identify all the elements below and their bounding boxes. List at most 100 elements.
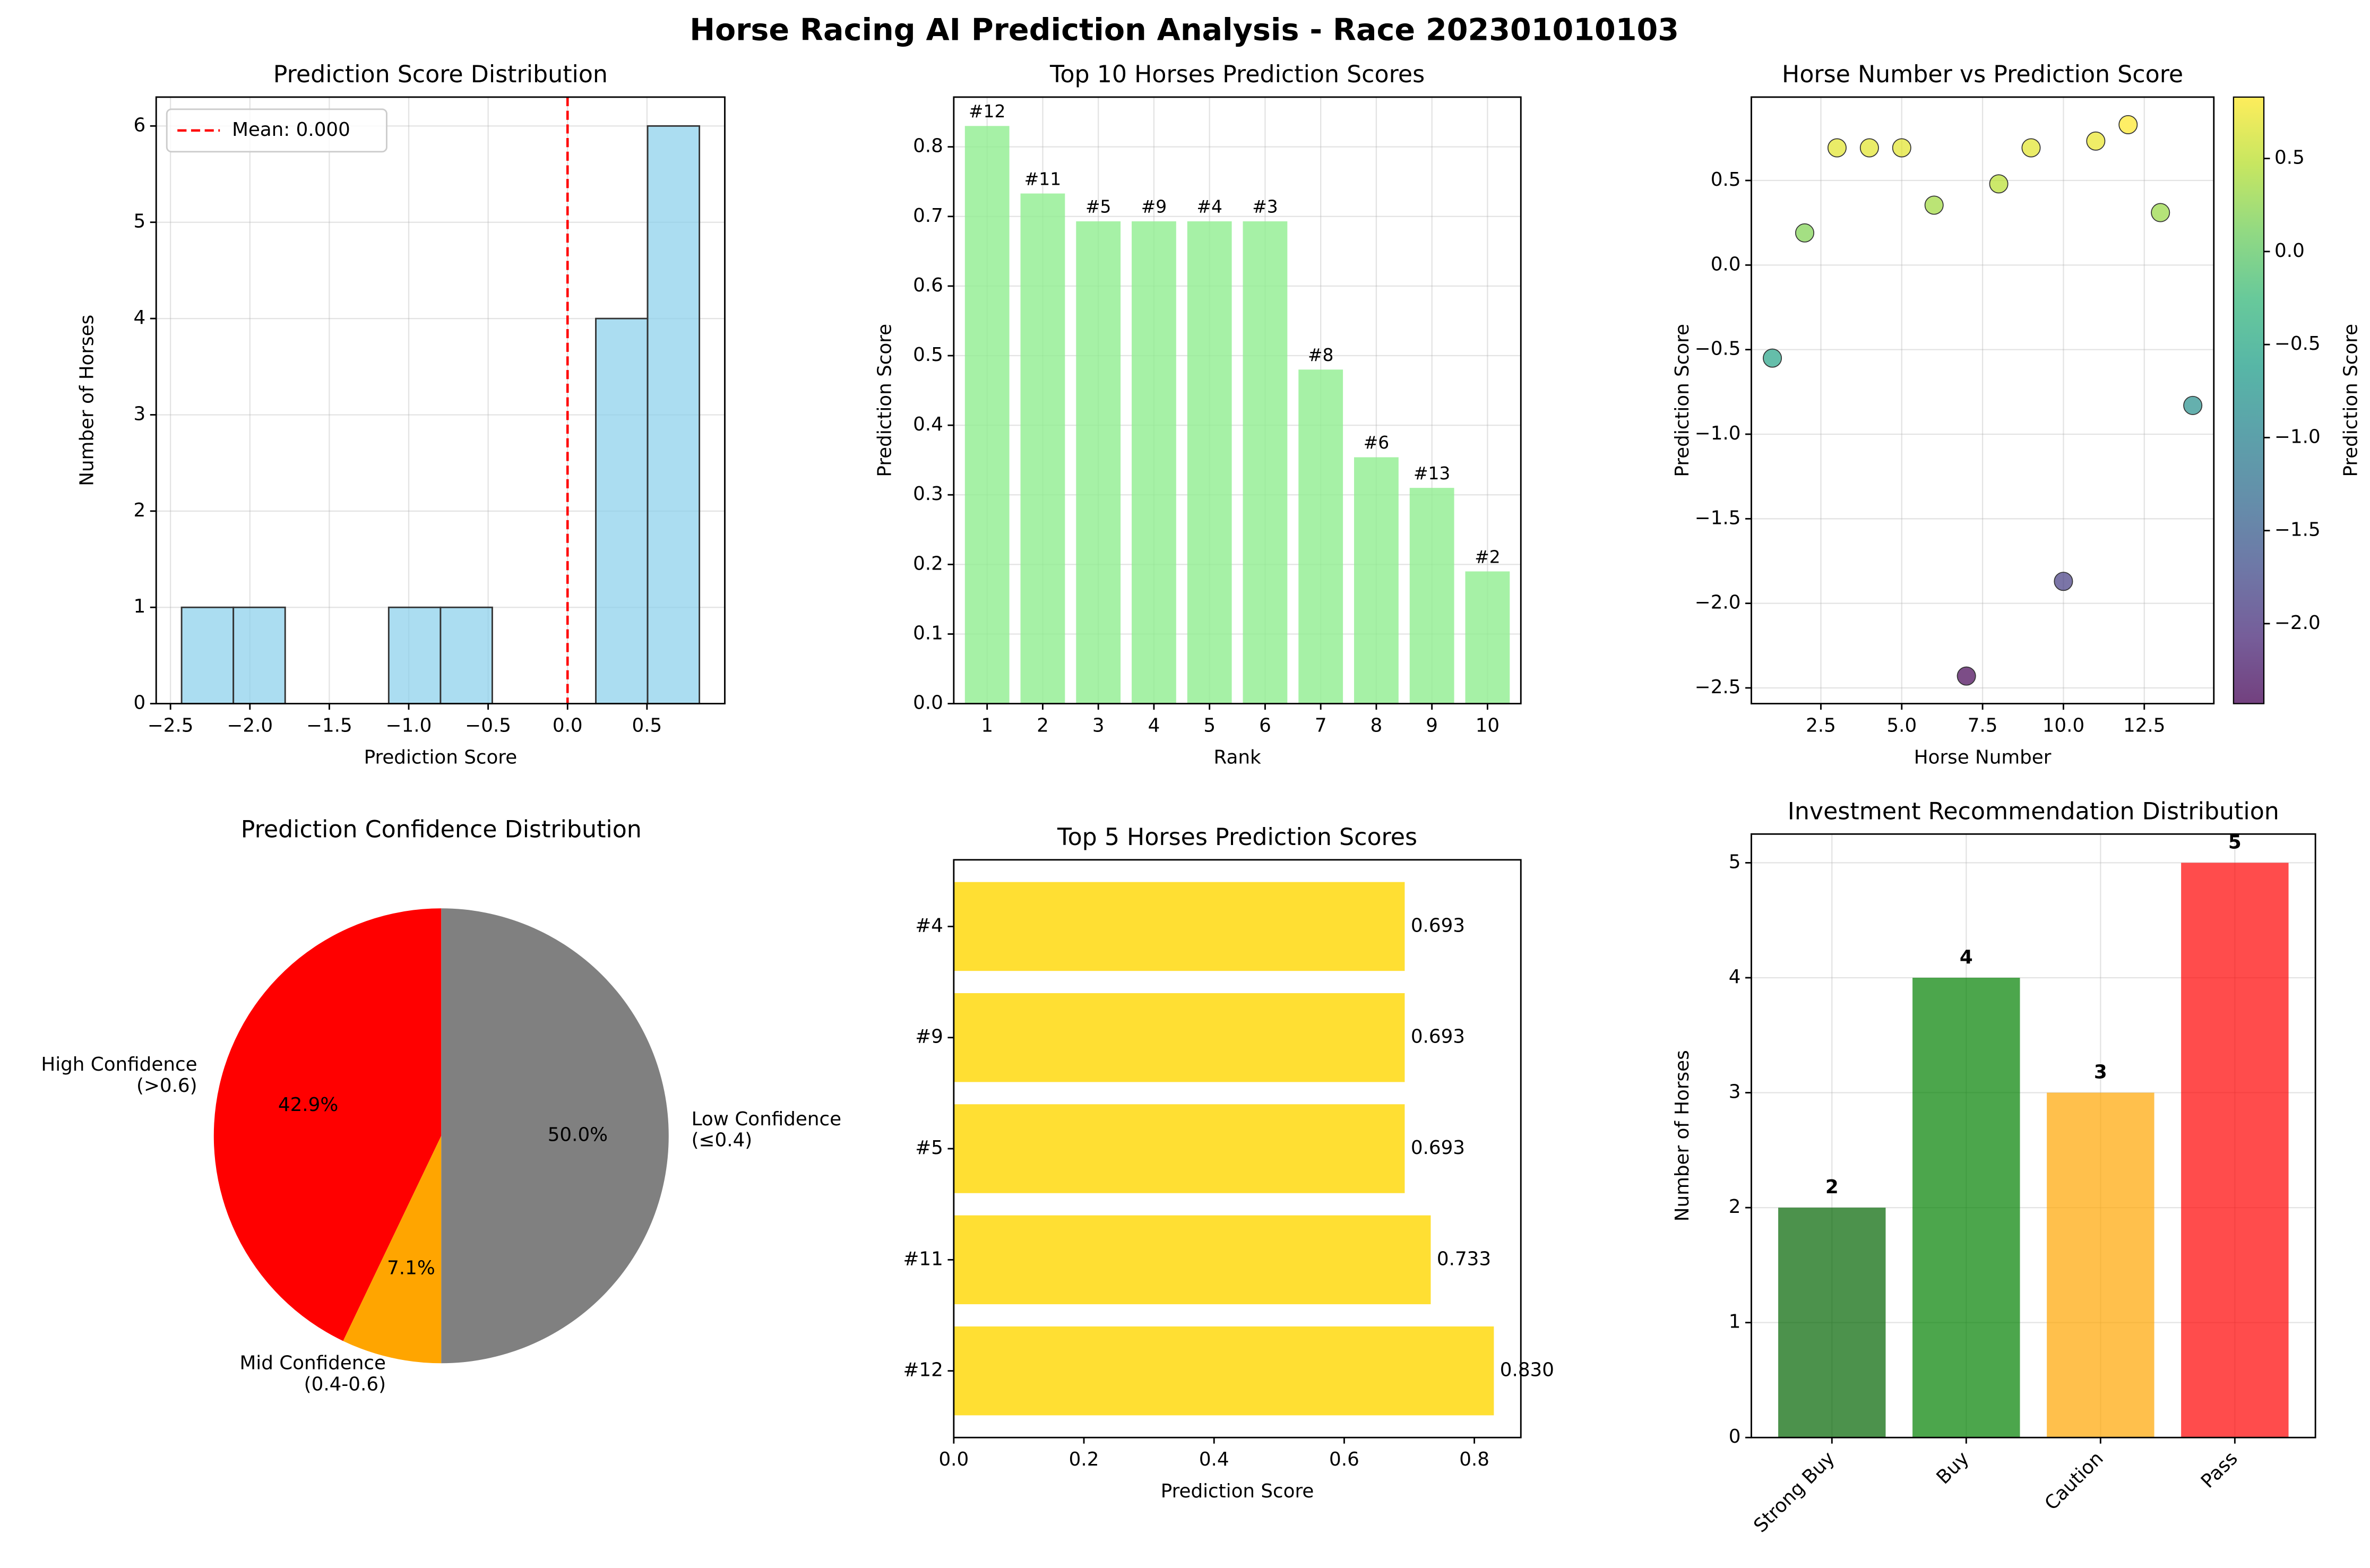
y-tick-label: 0.7 [913, 205, 943, 227]
y-tick-label: 2 [1729, 1196, 1741, 1218]
bar-value-label: 5 [2228, 831, 2242, 853]
scatter-point [1957, 666, 1976, 686]
x-tick-label: 10 [1476, 714, 1499, 736]
bar [1243, 221, 1288, 704]
axes-frame [953, 859, 1522, 1438]
bar-label: #13 [1414, 463, 1450, 484]
bar [1187, 221, 1232, 704]
colorbar-tick-label: 0.5 [2274, 147, 2305, 169]
bar [1409, 488, 1454, 704]
x-tick-label: 10.0 [2042, 714, 2084, 736]
pie-label: Low Confidence (≤0.4) [691, 1108, 842, 1152]
x-tick-label: 1 [981, 714, 993, 736]
legend-label: Mean: 0.000 [232, 119, 350, 141]
y-tick-label: 0.0 [913, 692, 943, 714]
x-tick-label: −1.5 [306, 714, 352, 736]
y-tick-label: 0.0 [1711, 253, 1741, 275]
scatter-point [1827, 138, 1847, 158]
scatter-point [2086, 131, 2106, 151]
bar-label: #11 [1024, 169, 1061, 189]
x-tick-label: 0.4 [1199, 1449, 1229, 1470]
bar [964, 126, 1010, 704]
y-tick-label: 1 [134, 596, 146, 617]
axes-frame [1751, 833, 2316, 1438]
bar-value-label: 0.693 [1411, 915, 1465, 936]
colorbar [2233, 96, 2265, 704]
x-tick-label: 2 [1037, 714, 1049, 736]
bar-label: #9 [1141, 197, 1167, 217]
y-tick-label: 0.2 [913, 553, 943, 574]
x-tick-label: 0.0 [938, 1449, 969, 1470]
x-axis-label: Rank [1213, 746, 1261, 768]
bar [1778, 1208, 1886, 1438]
bar-value-label: 0.693 [1411, 1026, 1465, 1048]
bar [953, 882, 1405, 971]
scatter-point [2183, 395, 2203, 415]
pie-label-box: Low Confidence (≤0.4) [691, 1108, 842, 1152]
histogram-bar [232, 606, 286, 705]
bar-label: #6 [1364, 433, 1389, 453]
figure-title: Horse Racing AI Prediction Analysis - Ra… [690, 13, 1679, 48]
axes-frame [155, 96, 726, 705]
y-tick-label: 0.8 [913, 135, 943, 157]
y-tick-label: #9 [915, 1026, 943, 1048]
y-tick-label: 1 [1729, 1311, 1741, 1333]
histogram-bar [387, 606, 442, 705]
bar-label: #4 [1196, 197, 1222, 217]
x-tick-label: 5.0 [1886, 714, 1917, 736]
y-tick-label: 4 [1729, 966, 1741, 988]
x-tick-label: 4 [1148, 714, 1160, 736]
x-tick-label: 2.5 [1806, 714, 1836, 736]
axes-frame [1751, 96, 2215, 705]
bar-label: #2 [1475, 547, 1500, 567]
y-tick-label: 0.5 [1711, 169, 1741, 191]
bar [1465, 571, 1510, 704]
x-axis-label: Horse Number [1914, 746, 2052, 768]
y-tick-label: −2.0 [1695, 592, 1741, 614]
chart-title: Investment Recommendation Distribution [1788, 798, 2279, 825]
pie-value-label: 50.0% [548, 1124, 608, 1146]
bar [1076, 221, 1121, 704]
y-axis-label: Prediction Score [1671, 324, 1693, 477]
bar-value-label: 2 [1825, 1176, 1839, 1198]
pie-value-label: 7.1% [387, 1257, 435, 1279]
x-tick-label: −2.5 [148, 714, 194, 736]
pie-slice [441, 908, 669, 1364]
bar [953, 1104, 1405, 1193]
bar [953, 1326, 1494, 1416]
x-tick-label: 3 [1092, 714, 1105, 736]
x-tick-label: 8 [1371, 714, 1383, 736]
y-tick-label: 3 [134, 403, 146, 425]
chart-title: Prediction Score Distribution [273, 61, 608, 88]
y-tick-label: 0.6 [913, 274, 943, 296]
scatter-point [1989, 174, 2009, 194]
scatter-point [1924, 195, 1944, 215]
bar [1912, 977, 2020, 1438]
bar-value-label: 0.733 [1437, 1248, 1491, 1270]
pie-label-box: High Confidence (>0.6) [41, 1053, 197, 1096]
x-axis-label: Prediction Score [1161, 1480, 1314, 1502]
y-tick-label: 6 [134, 114, 146, 136]
y-tick-label: 0.3 [913, 483, 943, 505]
scatter-point [1763, 348, 1782, 368]
x-tick-label: 6 [1259, 714, 1271, 736]
histogram-bar [647, 125, 701, 705]
x-axis-label: Prediction Score [364, 746, 518, 768]
chart-title: Top 5 Horses Prediction Scores [1057, 824, 1417, 851]
bar [2181, 863, 2289, 1438]
axes-frame [953, 96, 1522, 705]
y-tick-label: #11 [903, 1248, 943, 1270]
scatter-point [1892, 138, 1911, 158]
histogram-bar [595, 317, 649, 705]
x-tick-label: 5 [1203, 714, 1216, 736]
y-axis-label: Prediction Score [874, 324, 895, 477]
pie-label: Mid Confidence (0.4-0.6) [239, 1352, 386, 1396]
y-tick-label: 5 [1729, 851, 1741, 873]
y-tick-label: −0.5 [1695, 338, 1741, 360]
colorbar-tick-label: −0.5 [2274, 333, 2321, 355]
y-tick-label: 0.4 [913, 413, 943, 435]
bar-label: #3 [1252, 197, 1278, 217]
chart-title: Horse Number vs Prediction Score [1782, 61, 2183, 88]
y-tick-label: #4 [915, 915, 943, 936]
